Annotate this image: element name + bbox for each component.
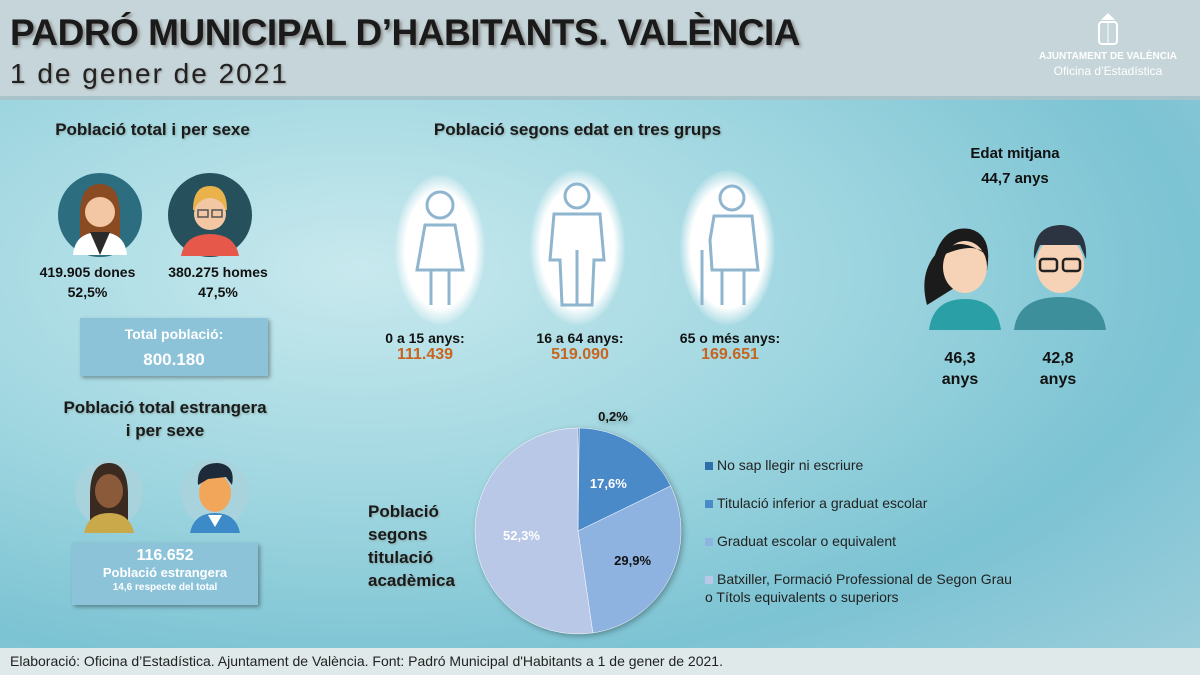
legend-label: Titulació inferior a graduat escolar: [717, 495, 928, 511]
adult-icon: [548, 182, 606, 307]
age-heading: Població segons edat en tres grups: [433, 120, 722, 139]
sex-heading: Població total i per sexe: [55, 120, 250, 139]
pie-title-line: acadèmica: [368, 571, 455, 590]
education-pie-chart: 0,2% 17,6% 29,9% 52,3%: [474, 409, 682, 635]
logo-line1: AJUNTAMENT DE VALÈNCIA: [1039, 51, 1177, 62]
legend-item: Batxiller, Formació Professional de Sego…: [705, 570, 1012, 606]
pie-title-line: Població: [368, 502, 439, 521]
foreign-heading-1: Població total estrangera: [63, 398, 267, 417]
pie-data-label: 52,3%: [503, 528, 540, 543]
legend-swatch: [705, 500, 713, 508]
elder-glow: [680, 170, 775, 325]
women-pct: 52,5%: [67, 284, 108, 300]
age-group-1-value: 519.090: [551, 346, 609, 363]
foreign-label: Població estrangera: [102, 565, 228, 580]
footer: Elaboració: Oficina d’Estadística. Ajunt…: [0, 648, 1200, 675]
legend-label: No sap llegir ni escriure: [717, 457, 864, 473]
pie-title-line: titulació: [368, 548, 434, 567]
header: PADRÓ MUNICIPAL D’HABITANTS. VALÈNCIA 1 …: [0, 0, 1200, 100]
foreign-man-icon: [181, 459, 249, 533]
total-label: Total població:: [124, 326, 224, 342]
pie-data-label: 0,2%: [598, 409, 628, 424]
page-title: PADRÓ MUNICIPAL D’HABITANTS. VALÈNCIA: [10, 12, 801, 53]
page-subtitle: 1 de gener de 2021: [10, 58, 289, 89]
men-pct: 47,5%: [198, 284, 238, 300]
age-group-0-label: 0 a 15 anys:: [385, 330, 465, 346]
man-avatar-icon: [168, 173, 252, 257]
logo-line2: Oficina d’Estadística: [1053, 64, 1163, 78]
mean-age-men: 42,8: [1042, 350, 1074, 367]
mean-age-woman-icon: [924, 228, 1001, 330]
foreign-population-box: 116.652 Població estrangera 14,6 respect…: [72, 543, 258, 605]
woman-avatar-icon: [58, 173, 142, 257]
pie-data-label: 29,9%: [614, 553, 651, 568]
mean-age-man-icon: [1014, 225, 1106, 330]
elderly-icon: [700, 184, 760, 305]
logo: AJUNTAMENT DE VALÈNCIA Oficina d’Estadís…: [1028, 10, 1188, 78]
total-value: 800.180: [143, 350, 205, 369]
pie-slice: [577, 485, 682, 634]
legend-item: Graduat escolar o equivalent: [705, 532, 896, 550]
legend-swatch: [705, 576, 713, 584]
foreign-note: 14,6 respecte del total: [112, 582, 218, 593]
women-count: 419.905 dones: [39, 264, 136, 280]
mean-age-women: 46,3: [944, 350, 976, 367]
men-count: 380.275 homes: [168, 264, 268, 280]
mean-age-value: 44,7 anys: [981, 170, 1049, 187]
mean-age-men-unit: anys: [1039, 371, 1077, 388]
legend-item: Titulació inferior a graduat escolar: [705, 494, 927, 512]
age-group-1-label: 16 a 64 anys:: [536, 330, 624, 346]
pie-data-label: 17,6%: [590, 476, 627, 491]
legend-label: Graduat escolar o equivalent: [717, 533, 896, 549]
foreign-heading-2: i per sexe: [125, 421, 205, 440]
legend-swatch: [705, 462, 713, 470]
pie-title-line: segons: [368, 525, 428, 544]
legend-label: Batxiller, Formació Professional de Sego…: [717, 571, 1012, 587]
mean-age-women-unit: anys: [941, 371, 979, 388]
coat-of-arms-icon: [1098, 13, 1118, 45]
pie-title: Població segons titulació acadèmica: [368, 500, 455, 592]
age-group-0-value: 111.439: [396, 346, 454, 363]
mean-age-heading: Edat mitjana: [970, 145, 1060, 162]
total-population-box: Total població: 800.180: [80, 318, 268, 376]
foreign-woman-icon: [75, 459, 143, 533]
legend-item: No sap llegir ni escriure: [705, 456, 863, 474]
child-glow: [395, 175, 485, 325]
pie-slice: [474, 427, 594, 635]
pie-slice: [577, 427, 671, 532]
foreign-value: 116.652: [136, 547, 194, 564]
legend-swatch: [705, 538, 713, 546]
legend-label: o Títols equivalents o superiors: [705, 589, 899, 605]
age-group-2-value: 169.651: [701, 346, 759, 363]
child-icon: [415, 190, 465, 305]
age-group-2-label: 65 o més anys:: [679, 330, 781, 346]
